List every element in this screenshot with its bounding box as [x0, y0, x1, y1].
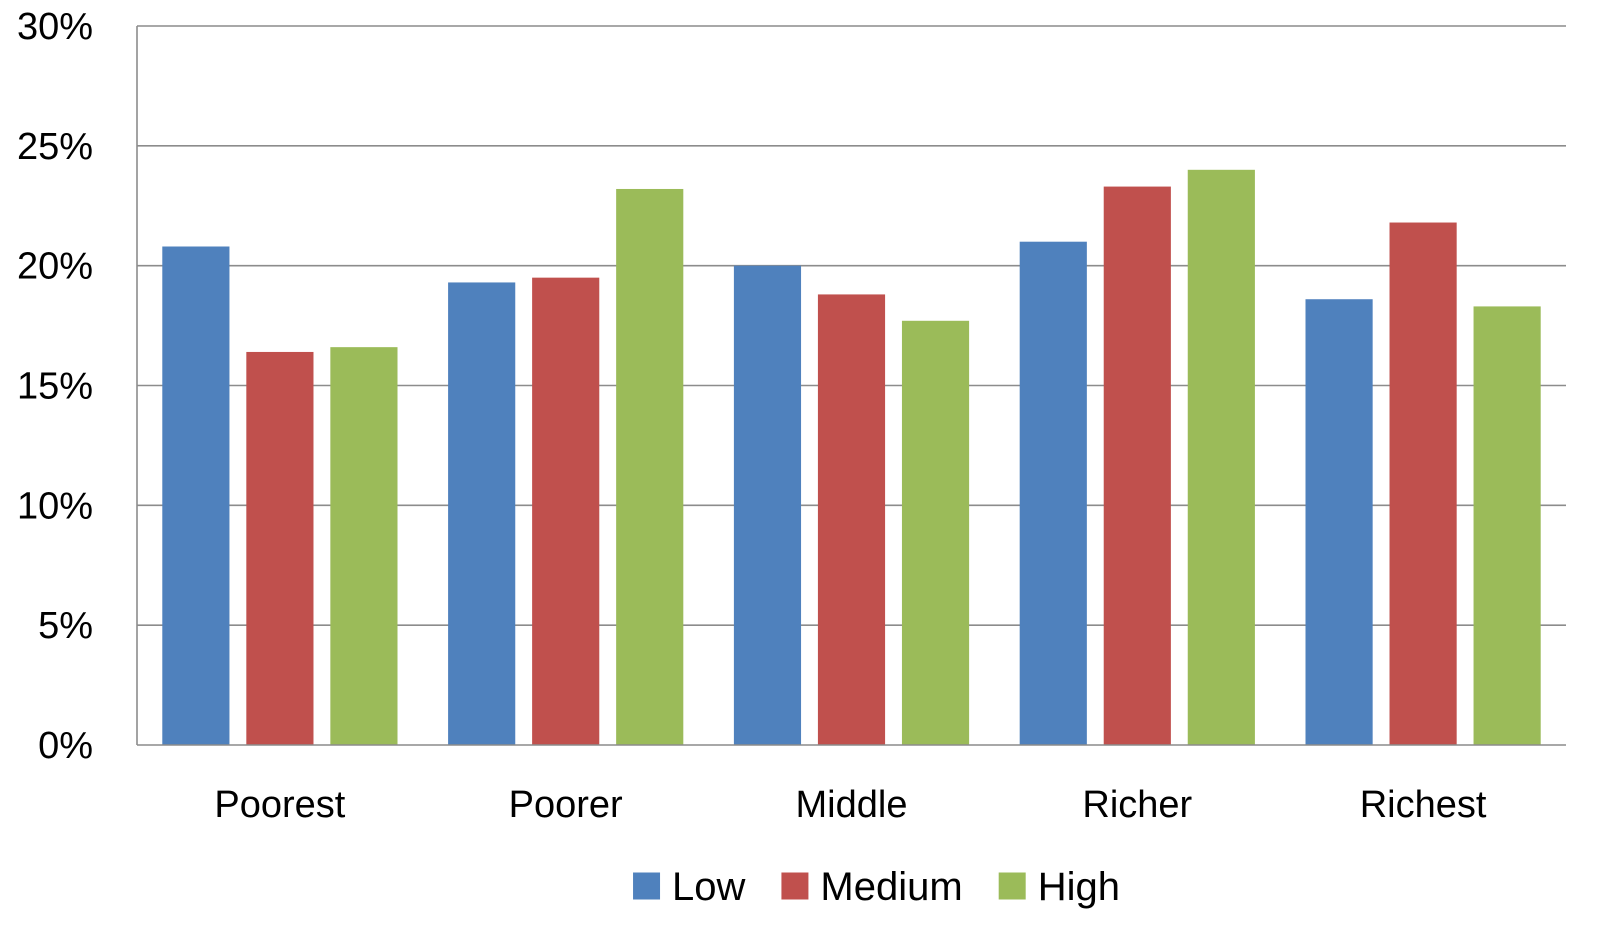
x-category-label: Richer	[1082, 784, 1192, 826]
bar-medium-richer	[1103, 186, 1171, 745]
axes	[136, 26, 1566, 746]
bar-low-richest	[1305, 299, 1373, 745]
bar-high-poorer	[616, 188, 684, 745]
x-axis-category-labels: Poorest Poorer Middle Richer Richest	[214, 784, 1486, 826]
x-category-label: Poorer	[509, 784, 623, 826]
bar-medium-poorest	[246, 351, 314, 745]
y-axis-tick-labels: 0% 5% 10% 15% 20% 25% 30%	[17, 6, 93, 767]
legend-label: Medium	[820, 865, 962, 909]
bar-low-poorest	[162, 246, 230, 745]
bar-high-richest	[1473, 306, 1541, 745]
y-tick-label: 25%	[17, 126, 93, 168]
legend-swatch-low	[633, 872, 661, 900]
bar-high-poorest	[330, 347, 398, 745]
bar-low-poorer	[448, 282, 516, 745]
y-tick-label: 30%	[17, 6, 93, 48]
bar-medium-poorer	[532, 277, 600, 745]
bars	[162, 169, 1541, 746]
y-tick-label: 15%	[17, 366, 93, 408]
legend-label: Low	[672, 865, 745, 909]
legend-swatch-medium	[781, 872, 809, 900]
y-tick-label: 20%	[17, 246, 93, 288]
bar-low-richer	[1019, 241, 1087, 745]
x-category-label: Richest	[1360, 784, 1487, 826]
bar-medium-richest	[1389, 222, 1457, 745]
y-tick-label: 5%	[38, 605, 93, 647]
legend: Low Medium High	[633, 865, 1120, 909]
bar-medium-middle	[817, 294, 886, 745]
y-tick-label: 10%	[17, 485, 93, 527]
bar-high-middle	[901, 320, 970, 745]
y-tick-label: 0%	[38, 725, 93, 767]
bar-high-richer	[1187, 169, 1255, 746]
bar-low-middle	[733, 265, 802, 745]
legend-label: High	[1038, 865, 1120, 909]
x-category-label: Poorest	[214, 784, 345, 826]
legend-swatch-high	[998, 872, 1026, 900]
x-category-label: Middle	[796, 784, 908, 826]
